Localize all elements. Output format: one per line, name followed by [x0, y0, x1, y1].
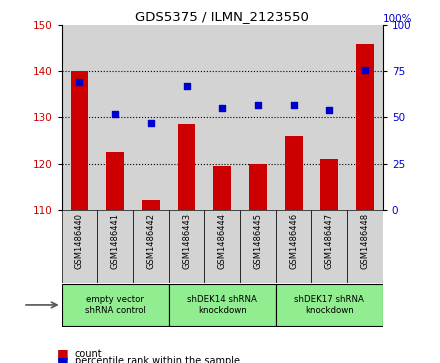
Bar: [285, 136, 303, 209]
Point: [112, 111, 119, 117]
Text: GSM1486445: GSM1486445: [253, 213, 262, 269]
Text: percentile rank within the sample: percentile rank within the sample: [75, 356, 240, 363]
Bar: [240, 209, 276, 283]
Bar: [240, 25, 276, 209]
Text: GSM1486442: GSM1486442: [147, 213, 155, 269]
Bar: [320, 159, 338, 209]
Bar: [347, 209, 383, 283]
Point: [147, 120, 154, 126]
Text: empty vector
shRNA control: empty vector shRNA control: [84, 295, 146, 315]
Bar: [97, 209, 133, 283]
Point: [183, 83, 190, 89]
Bar: [204, 25, 240, 209]
Bar: [169, 284, 276, 326]
Bar: [133, 25, 169, 209]
Bar: [133, 209, 169, 283]
Bar: [356, 44, 374, 209]
Text: shDEK14 shRNA
knockdown: shDEK14 shRNA knockdown: [187, 295, 257, 315]
Text: GSM1486446: GSM1486446: [289, 213, 298, 269]
Bar: [347, 25, 383, 209]
Text: count: count: [75, 349, 103, 359]
Bar: [97, 25, 133, 209]
Bar: [70, 72, 88, 209]
Text: GSM1486444: GSM1486444: [218, 213, 227, 269]
Text: ■: ■: [57, 355, 69, 363]
Bar: [276, 209, 312, 283]
Bar: [312, 209, 347, 283]
Bar: [249, 163, 267, 209]
Bar: [204, 209, 240, 283]
Point: [290, 102, 297, 107]
Point: [254, 102, 261, 107]
Bar: [213, 166, 231, 209]
Point: [326, 107, 333, 113]
Bar: [312, 25, 347, 209]
Bar: [62, 209, 97, 283]
Text: GSM1486441: GSM1486441: [110, 213, 120, 269]
Text: GSM1486448: GSM1486448: [360, 213, 370, 269]
Bar: [276, 284, 383, 326]
Bar: [276, 25, 312, 209]
Text: GSM1486447: GSM1486447: [325, 213, 334, 269]
Text: ■: ■: [57, 347, 69, 360]
Point: [219, 105, 226, 111]
Title: GDS5375 / ILMN_2123550: GDS5375 / ILMN_2123550: [135, 10, 309, 23]
Text: GSM1486443: GSM1486443: [182, 213, 191, 269]
Text: 100%: 100%: [383, 13, 412, 24]
Text: shDEK17 shRNA
knockdown: shDEK17 shRNA knockdown: [294, 295, 364, 315]
Bar: [106, 152, 124, 209]
Bar: [62, 284, 169, 326]
Text: GSM1486440: GSM1486440: [75, 213, 84, 269]
Bar: [142, 200, 160, 209]
Point: [76, 79, 83, 85]
Point: [361, 67, 368, 73]
Bar: [169, 209, 204, 283]
Bar: [62, 25, 97, 209]
Bar: [178, 125, 195, 209]
Bar: [169, 25, 204, 209]
